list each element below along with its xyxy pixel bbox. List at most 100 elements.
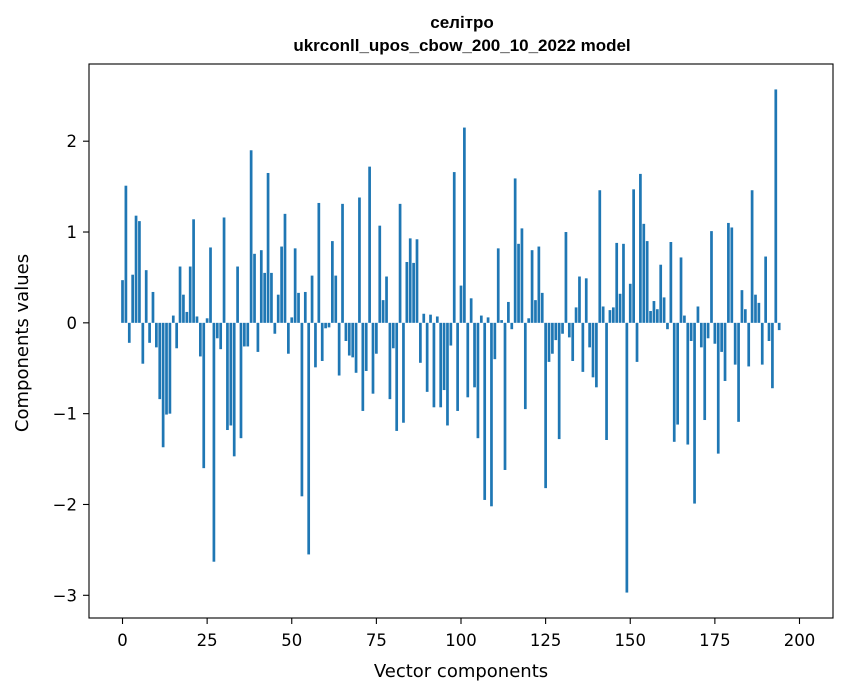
- bar-9: [151, 291, 155, 323]
- bar-12: [161, 322, 165, 448]
- bar-68: [351, 322, 355, 358]
- bar-87: [415, 239, 419, 323]
- bar-98: [452, 172, 456, 323]
- bar-138: [588, 322, 591, 348]
- bar-125: [544, 322, 547, 489]
- chart-subtitle: ukrconll_upos_cbow_200_10_2022 model: [293, 36, 630, 55]
- bar-38: [249, 150, 253, 323]
- bar-1: [124, 185, 128, 323]
- bar-141: [598, 190, 602, 323]
- bar-36: [243, 322, 246, 347]
- bar-66: [344, 322, 348, 341]
- bar-189: [760, 322, 764, 365]
- bar-88: [419, 322, 422, 363]
- bar-86: [412, 262, 415, 323]
- bar-74: [371, 322, 375, 394]
- bar-107: [483, 322, 487, 500]
- bar-183: [740, 290, 744, 323]
- bar-60: [324, 322, 327, 329]
- bar-156: [649, 311, 652, 323]
- bar-190: [764, 256, 767, 323]
- bar-192: [771, 322, 774, 389]
- bar-48: [283, 213, 287, 323]
- bar-187: [754, 294, 757, 323]
- bar-157: [652, 301, 656, 323]
- bar-69: [354, 322, 358, 373]
- bar-50: [290, 317, 294, 323]
- bar-109: [490, 322, 493, 507]
- bar-193: [774, 89, 778, 323]
- bar-series: [121, 89, 781, 593]
- bar-111: [496, 248, 500, 323]
- x-tick-label: 0: [117, 631, 128, 650]
- bar-101: [463, 127, 466, 323]
- bar-55: [307, 322, 311, 555]
- bar-163: [672, 322, 676, 442]
- bar-94: [439, 322, 443, 408]
- y-tick-label: −2: [53, 495, 77, 514]
- bar-31: [226, 322, 229, 431]
- bar-179: [727, 222, 730, 323]
- bar-151: [632, 189, 635, 323]
- bar-118: [520, 228, 524, 323]
- bar-167: [686, 322, 690, 445]
- bar-35: [239, 322, 243, 439]
- bar-99: [456, 322, 459, 411]
- x-tick-label: 200: [784, 631, 816, 650]
- bar-6: [141, 322, 145, 364]
- bar-169: [693, 322, 696, 504]
- y-axis-ticks: −3 −2 −1 0 1 2: [53, 132, 89, 605]
- bar-93: [435, 316, 439, 323]
- bar-123: [537, 246, 541, 323]
- bar-95: [442, 322, 446, 391]
- bar-106: [479, 315, 483, 323]
- bar-58: [317, 202, 321, 323]
- bar-150: [628, 283, 632, 323]
- bar-129: [557, 322, 561, 440]
- bar-24: [202, 322, 206, 469]
- bar-25: [205, 318, 209, 323]
- bar-8: [148, 322, 151, 343]
- bar-7: [144, 270, 148, 323]
- y-tick-label: −3: [53, 586, 77, 605]
- bar-168: [689, 322, 693, 341]
- bar-145: [611, 307, 615, 323]
- bar-5: [138, 221, 141, 323]
- bar-79: [388, 322, 392, 400]
- bar-13: [165, 322, 168, 415]
- bar-134: [574, 307, 578, 323]
- bar-28: [215, 322, 219, 339]
- bar-67: [347, 322, 351, 356]
- bar-137: [584, 278, 588, 323]
- bar-34: [236, 266, 239, 323]
- bar-61: [327, 322, 331, 328]
- bar-113: [503, 322, 507, 470]
- bar-139: [591, 322, 595, 378]
- bar-126: [547, 322, 551, 362]
- bar-96: [446, 322, 449, 426]
- bar-46: [276, 294, 280, 323]
- bar-159: [659, 264, 663, 323]
- x-axis-label: Vector components: [374, 661, 548, 682]
- bar-140: [595, 322, 598, 388]
- bar-43: [266, 172, 270, 323]
- bar-23: [199, 322, 202, 357]
- bar-32: [229, 322, 233, 426]
- bar-182: [737, 322, 740, 422]
- bar-102: [466, 322, 470, 398]
- bar-149: [625, 322, 629, 593]
- bar-41: [259, 250, 263, 323]
- bar-144: [608, 310, 612, 323]
- x-tick-label: 50: [281, 631, 302, 650]
- bar-20: [188, 266, 192, 323]
- bar-143: [605, 322, 608, 440]
- bar-2: [127, 322, 131, 343]
- bar-52: [297, 292, 300, 323]
- bar-160: [662, 297, 666, 323]
- plot-area-frame: [88, 63, 834, 619]
- bar-191: [767, 322, 771, 341]
- bar-22: [195, 316, 199, 323]
- bar-100: [459, 285, 463, 323]
